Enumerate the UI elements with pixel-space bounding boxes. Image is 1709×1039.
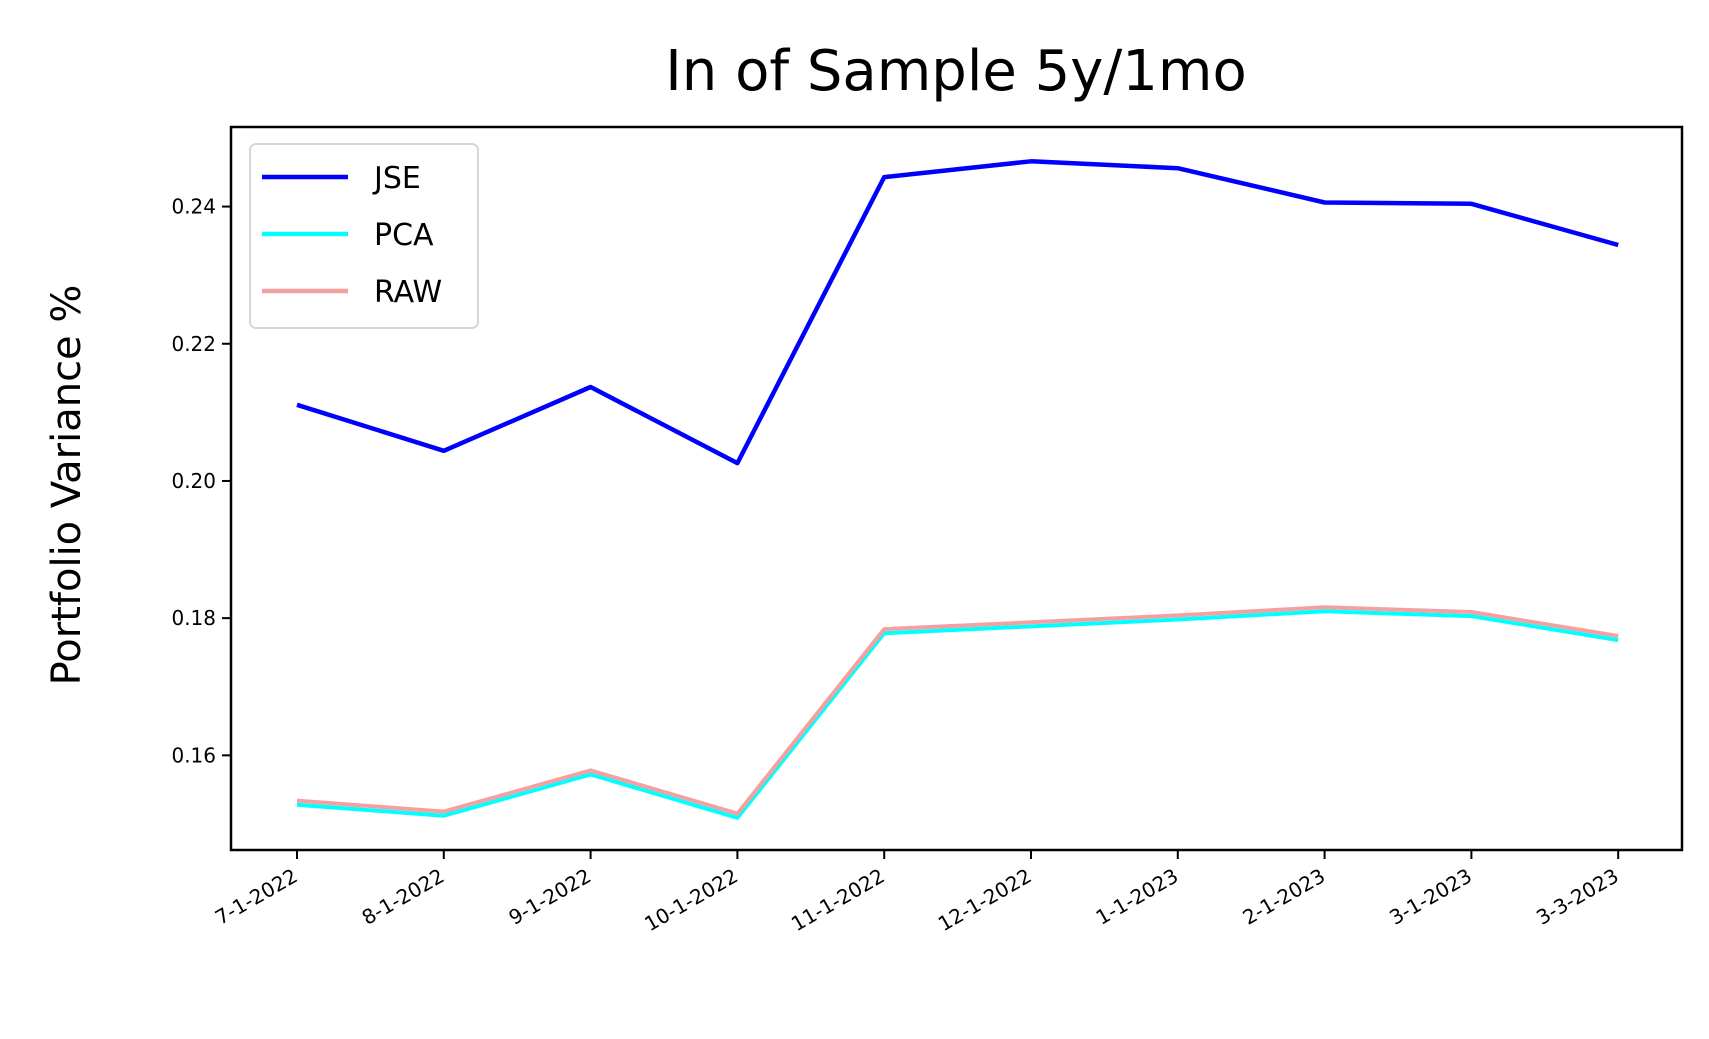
legend-label-raw: RAW [374, 275, 442, 310]
legend-label-pca: PCA [374, 218, 434, 253]
x-tick-label: 11-1-2022 [787, 864, 889, 937]
series-lines [296, 159, 1619, 820]
x-tick-label: 2-1-2023 [1238, 864, 1329, 930]
y-tick-label: 0.24 [171, 195, 216, 219]
y-tick-label: 0.22 [171, 332, 216, 356]
chart-title: In of Sample 5y/1mo [665, 39, 1246, 104]
axes-frame [229, 125, 1684, 852]
x-tick-label: 8-1-2022 [358, 864, 449, 930]
legend: JSE PCA RAW [249, 143, 479, 329]
x-tick-label: 10-1-2022 [640, 864, 742, 937]
x-tick-label: 3-1-2023 [1385, 864, 1476, 930]
y-axis-label: Portfolio Variance % [44, 285, 90, 686]
y-tick-label: 0.18 [171, 606, 216, 630]
x-tick-label: 12-1-2022 [934, 864, 1036, 937]
y-tick-label: 0.20 [171, 469, 216, 493]
legend-box [249, 143, 479, 329]
x-tick-label: 1-1-2023 [1092, 864, 1183, 930]
y-tick-label: 0.16 [171, 743, 216, 767]
x-tick-label: 9-1-2022 [504, 864, 595, 930]
legend-label-jse: JSE [372, 161, 421, 196]
x-tick-label: 3-3-2023 [1532, 864, 1623, 930]
series-line-raw [296, 605, 1619, 816]
y-axis-ticks: 0.16 0.18 0.20 0.22 0.24 [171, 195, 231, 767]
x-tick-label: 7-1-2022 [211, 864, 302, 930]
series-line-jse [296, 159, 1619, 466]
x-axis-ticks: 7-1-2022 8-1-2022 9-1-2022 10-1-2022 11-1-20… [211, 850, 1623, 936]
series-line-pca [296, 609, 1619, 820]
